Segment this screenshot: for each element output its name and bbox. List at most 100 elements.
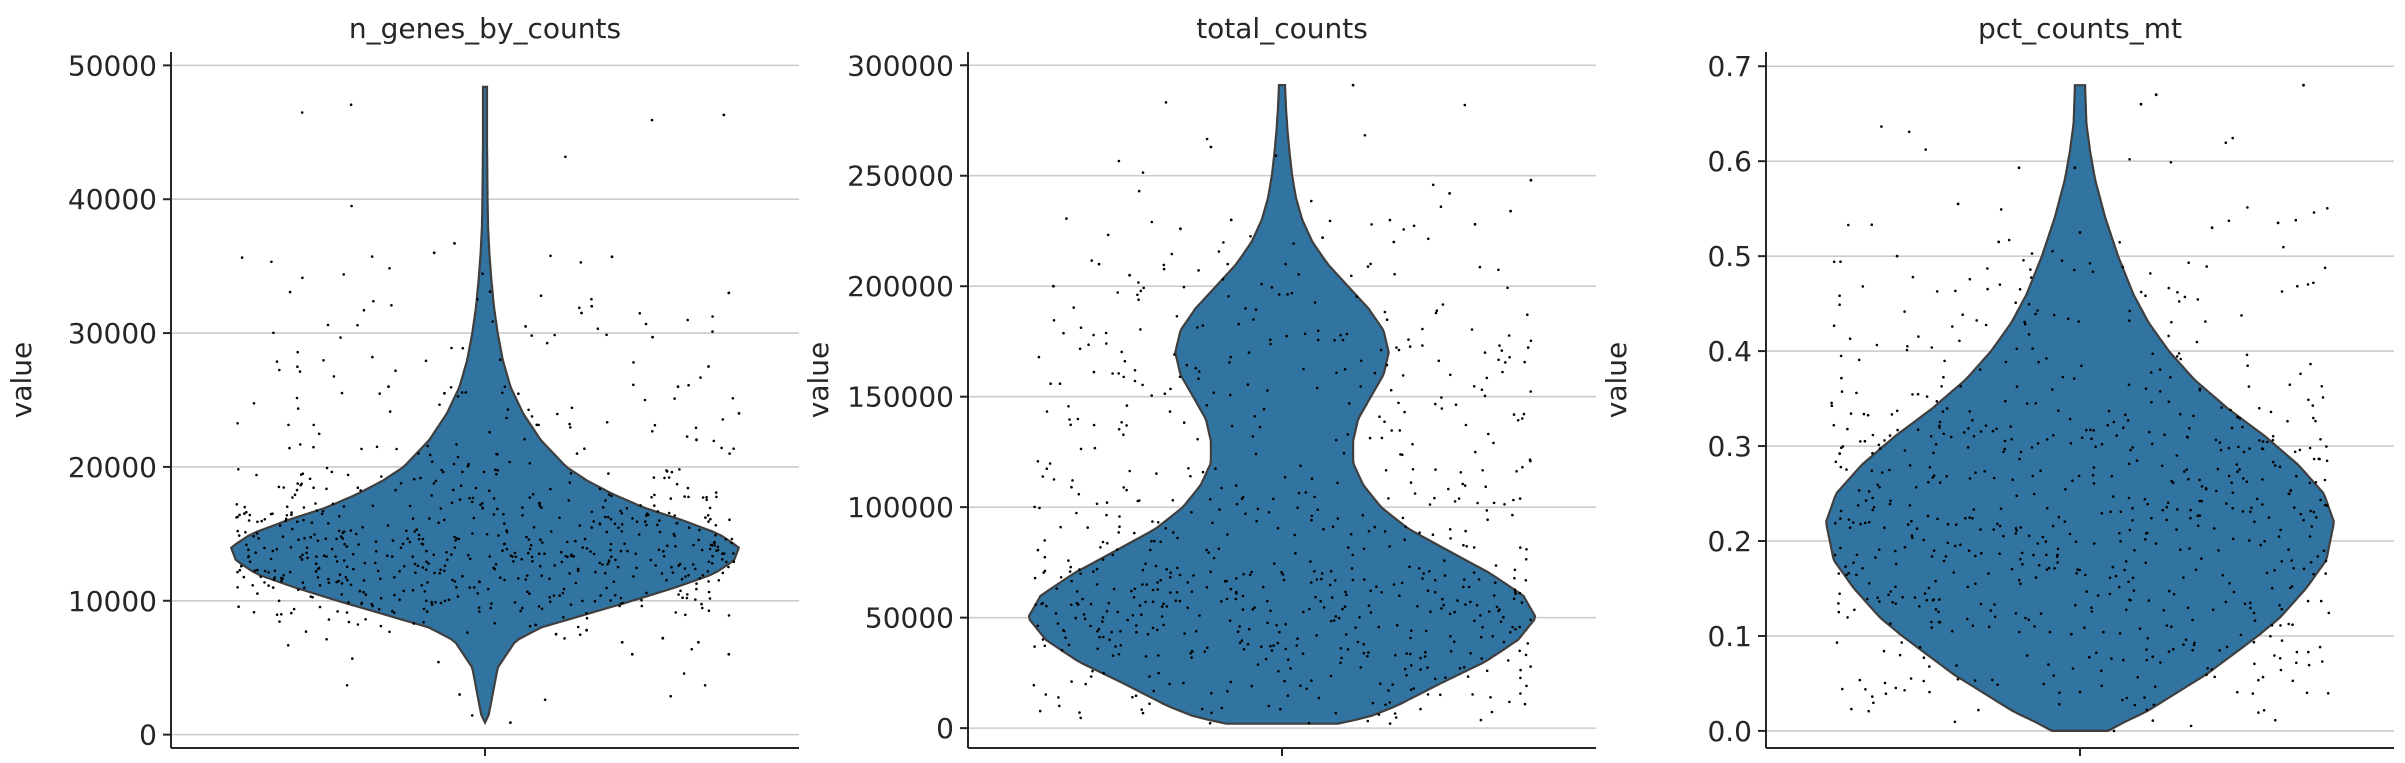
data-point (1229, 680, 1233, 684)
data-point (640, 604, 644, 608)
strip-points (1032, 83, 1533, 725)
data-point (2127, 383, 2131, 387)
data-point (2321, 396, 2325, 399)
data-point (488, 489, 491, 493)
data-point (1067, 643, 1071, 647)
data-point (690, 647, 693, 651)
data-point (1096, 647, 1099, 651)
data-point (2165, 505, 2168, 509)
data-point (1514, 628, 1517, 631)
data-point (1162, 623, 1165, 627)
data-point (1524, 653, 1528, 657)
data-point (2311, 404, 2315, 407)
data-point (1310, 518, 1313, 522)
data-point (1038, 709, 1042, 713)
data-point (1434, 468, 1437, 471)
outlier-point (1351, 83, 1355, 87)
data-point (1906, 345, 1909, 348)
data-point (300, 111, 304, 114)
y-tick-label: 0.1 (1707, 620, 1752, 653)
data-point (1189, 652, 1192, 655)
data-point (1131, 614, 1135, 617)
data-point (2058, 691, 2061, 694)
data-point (1038, 506, 1041, 510)
data-point (1938, 426, 1941, 429)
data-point (256, 592, 259, 595)
data-point (612, 580, 616, 583)
data-point (295, 488, 299, 492)
data-point (1090, 259, 1093, 262)
data-point (526, 574, 529, 577)
data-point (1297, 491, 1301, 495)
data-point (325, 555, 328, 558)
data-point (1210, 691, 1213, 695)
data-point (1196, 326, 1199, 329)
data-point (2022, 259, 2025, 262)
data-point (1971, 418, 1974, 422)
data-point (596, 327, 600, 331)
data-point (498, 576, 502, 579)
data-point (1483, 394, 1487, 398)
data-point (1991, 429, 1995, 433)
data-point (293, 493, 297, 497)
data-point (1989, 609, 1993, 612)
data-point (508, 460, 511, 464)
data-point (1205, 404, 1209, 407)
data-point (1252, 318, 1255, 321)
data-point (325, 487, 328, 491)
data-point (1190, 649, 1194, 653)
data-point (721, 571, 725, 575)
data-point (2200, 557, 2203, 560)
data-point (1423, 655, 1427, 658)
data-point (2279, 624, 2282, 627)
data-point (296, 365, 299, 369)
data-point (1205, 137, 1209, 141)
data-point (1229, 587, 1233, 591)
data-point (437, 521, 440, 524)
data-point (1333, 339, 1336, 342)
data-point (1092, 423, 1096, 427)
data-point (1092, 570, 1095, 573)
data-point (2071, 667, 2075, 670)
data-point (2034, 312, 2037, 316)
data-point (1334, 438, 1338, 442)
data-point (254, 551, 257, 554)
data-point (1251, 608, 1255, 611)
data-point (1449, 650, 1453, 653)
data-point (1513, 590, 1517, 594)
data-point (2094, 445, 2097, 449)
data-point (2257, 678, 2260, 682)
data-point (604, 571, 607, 575)
data-point (1972, 508, 1976, 511)
data-point (1062, 331, 1065, 335)
strip-points (235, 103, 741, 724)
data-point (1433, 590, 1437, 594)
data-point (1512, 498, 1515, 502)
data-point (1182, 421, 1186, 424)
data-point (1421, 344, 1424, 347)
data-point (243, 512, 246, 515)
data-point (1170, 252, 1174, 256)
data-point (345, 565, 349, 569)
data-point (708, 547, 712, 551)
data-point (2045, 506, 2049, 510)
data-point (1903, 449, 1907, 452)
outlier-point (2154, 93, 2158, 97)
data-point (1497, 358, 1500, 362)
data-point (240, 256, 244, 259)
data-point (638, 312, 642, 315)
data-point (1834, 460, 1838, 464)
data-point (1405, 652, 1408, 655)
data-point (443, 564, 447, 568)
data-point (344, 575, 348, 579)
data-point (310, 521, 314, 524)
data-point (1159, 578, 1162, 582)
data-point (343, 542, 346, 546)
data-point (1871, 496, 1874, 500)
data-point (2108, 576, 2112, 580)
data-point (2019, 450, 2023, 454)
data-point (1350, 274, 1353, 278)
data-point (1235, 502, 1239, 506)
data-point (1079, 447, 1083, 451)
data-point (370, 255, 374, 258)
